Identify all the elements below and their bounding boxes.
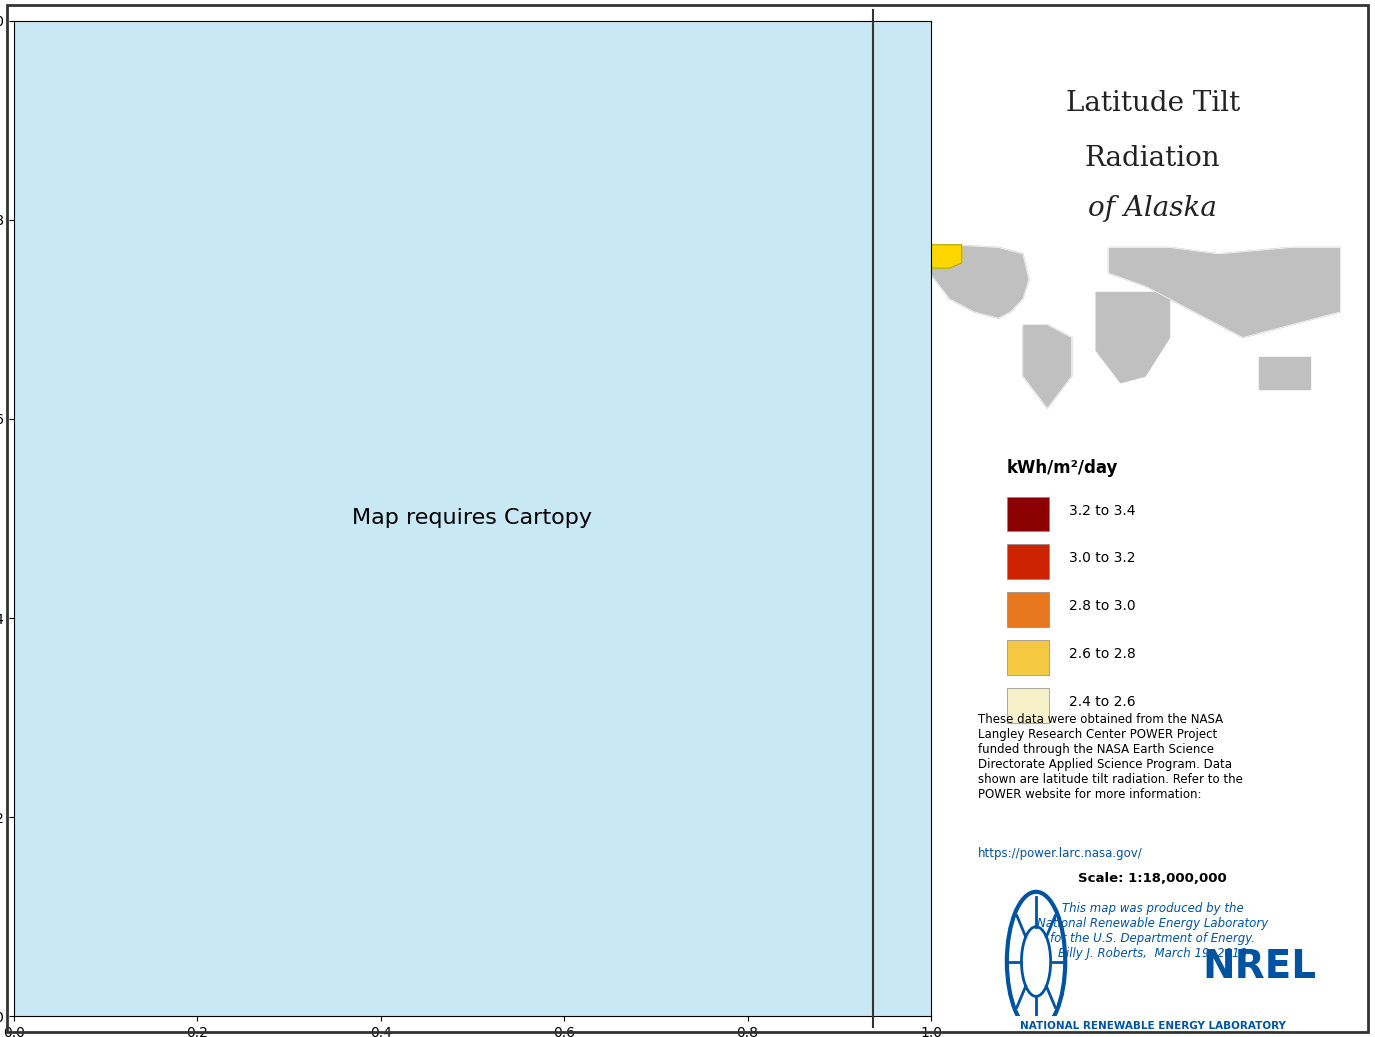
Text: 3.2 to 3.4: 3.2 to 3.4 bbox=[1070, 504, 1136, 517]
FancyBboxPatch shape bbox=[1006, 640, 1049, 675]
Text: This map was produced by the
National Renewable Energy Laboratory
for the U.S. D: This map was produced by the National Re… bbox=[1037, 902, 1268, 960]
Polygon shape bbox=[913, 245, 1028, 318]
Text: Latitude Tilt: Latitude Tilt bbox=[1066, 90, 1240, 117]
Text: 2.4 to 2.6: 2.4 to 2.6 bbox=[1070, 695, 1136, 708]
Text: kWh/m²/day: kWh/m²/day bbox=[1006, 458, 1118, 477]
FancyBboxPatch shape bbox=[1006, 544, 1049, 580]
Text: 2.8 to 3.0: 2.8 to 3.0 bbox=[1070, 599, 1136, 613]
Text: 2.6 to 2.8: 2.6 to 2.8 bbox=[1070, 647, 1136, 661]
Text: Radiation: Radiation bbox=[1085, 145, 1221, 172]
Polygon shape bbox=[1108, 248, 1341, 338]
Polygon shape bbox=[1258, 357, 1310, 389]
Text: Scale: 1:18,000,000: Scale: 1:18,000,000 bbox=[1078, 872, 1226, 885]
FancyBboxPatch shape bbox=[1006, 592, 1049, 627]
Text: Map requires Cartopy: Map requires Cartopy bbox=[352, 508, 593, 529]
Text: of Alaska: of Alaska bbox=[1089, 195, 1217, 222]
Text: https://power.larc.nasa.gov/: https://power.larc.nasa.gov/ bbox=[978, 847, 1143, 860]
Text: NATIONAL RENEWABLE ENERGY LABORATORY: NATIONAL RENEWABLE ENERGY LABORATORY bbox=[1020, 1021, 1286, 1031]
FancyBboxPatch shape bbox=[1006, 497, 1049, 531]
Polygon shape bbox=[1023, 325, 1071, 409]
Text: These data were obtained from the NASA
Langley Research Center POWER Project
fun: These data were obtained from the NASA L… bbox=[978, 712, 1243, 801]
FancyBboxPatch shape bbox=[1006, 688, 1049, 723]
Polygon shape bbox=[1096, 292, 1170, 383]
Text: NREL: NREL bbox=[1203, 949, 1317, 986]
Text: 3.0 to 3.2: 3.0 to 3.2 bbox=[1070, 552, 1136, 565]
Polygon shape bbox=[901, 245, 961, 268]
